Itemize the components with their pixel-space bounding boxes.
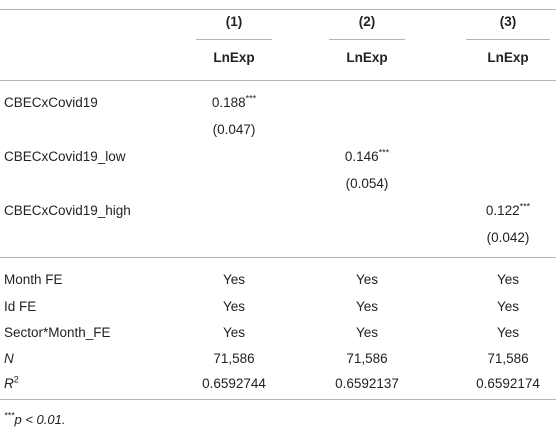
- row-label-cbec-covid19-high: CBECxCovid19_high: [4, 203, 131, 218]
- stat-cell: Yes: [355, 299, 379, 314]
- row-label-r-squared: R2: [4, 374, 19, 391]
- column-number-2: (2): [358, 14, 376, 29]
- column-number-3: (3): [499, 14, 517, 29]
- footnote-text: p < 0.01.: [14, 412, 66, 427]
- coef-value: 0.122: [485, 203, 520, 218]
- stat-cell: 0.6592744: [202, 376, 266, 391]
- coef-cell-3: 0.122***: [448, 201, 556, 218]
- column-depvar-3: LnExp: [487, 50, 529, 65]
- coef-value: 0.188: [211, 95, 246, 110]
- r-squared-exponent: 2: [13, 374, 19, 385]
- stat-cell: Yes: [496, 299, 520, 314]
- table-footnote: ***p < 0.01.: [4, 410, 66, 427]
- stat-cell: Yes: [222, 272, 246, 287]
- row-label-id-fe: Id FE: [4, 299, 37, 314]
- se-cell-2: (0.054): [345, 176, 389, 191]
- r-squared-label: R: [4, 376, 14, 391]
- row-label-cbec-covid19: CBECxCovid19: [4, 95, 98, 110]
- significance-stars: ***: [519, 201, 531, 212]
- se-cell-1: (0.047): [212, 122, 256, 137]
- column-depvar-2: LnExp: [346, 50, 388, 65]
- se-cell-3: (0.042): [486, 230, 530, 245]
- stat-cell: 0.6592137: [335, 376, 399, 391]
- header-subrule-2: [329, 39, 405, 40]
- coef-cell-2: 0.146***: [307, 147, 427, 164]
- significance-stars: ***: [245, 93, 257, 104]
- stat-cell: 71,586: [346, 351, 388, 366]
- stat-cell: 71,586: [487, 351, 529, 366]
- header-subrule-1: [196, 39, 272, 40]
- row-label-cbec-covid19-low: CBECxCovid19_low: [4, 149, 126, 164]
- coef-value: 0.146: [344, 149, 379, 164]
- row-label-n: N: [4, 351, 14, 366]
- top-rule: [0, 9, 556, 10]
- column-depvar-1: LnExp: [213, 50, 255, 65]
- stat-cell: Yes: [222, 299, 246, 314]
- stat-cell: Yes: [222, 325, 246, 340]
- coef-bottom-rule: [0, 257, 556, 258]
- table-bottom-rule: [0, 399, 556, 400]
- stat-cell: 0.6592174: [476, 376, 540, 391]
- header-subrule-3: [466, 39, 550, 40]
- stat-cell: Yes: [355, 272, 379, 287]
- column-number-1: (1): [225, 14, 243, 29]
- stat-cell: Yes: [496, 272, 520, 287]
- stat-cell: 71,586: [213, 351, 255, 366]
- header-bottom-rule: [0, 80, 556, 81]
- row-label-sector-month-fe: Sector*Month_FE: [4, 325, 111, 340]
- stat-cell: Yes: [496, 325, 520, 340]
- significance-stars: ***: [378, 147, 390, 158]
- row-label-month-fe: Month FE: [4, 272, 63, 287]
- coef-cell-1: 0.188***: [174, 93, 294, 110]
- footnote-stars: ***: [4, 410, 15, 421]
- stat-cell: Yes: [355, 325, 379, 340]
